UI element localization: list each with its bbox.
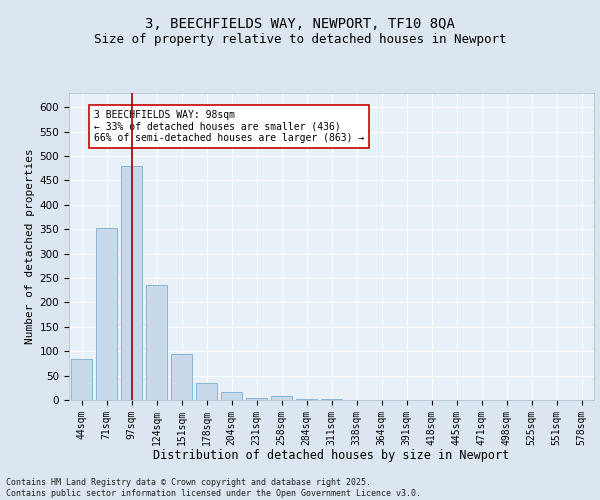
Bar [321, 399, 342, 400]
Text: Size of property relative to detached houses in Newport: Size of property relative to detached ho… [94, 32, 506, 46]
Text: 3 BEECHFIELDS WAY: 98sqm
← 33% of detached houses are smaller (436)
66% of semi-: 3 BEECHFIELDS WAY: 98sqm ← 33% of detach… [94, 110, 364, 143]
Text: 3, BEECHFIELDS WAY, NEWPORT, TF10 8QA: 3, BEECHFIELDS WAY, NEWPORT, TF10 8QA [145, 18, 455, 32]
Bar [96, 228, 117, 400]
Y-axis label: Number of detached properties: Number of detached properties [25, 148, 35, 344]
Bar [296, 398, 317, 400]
Bar [246, 398, 267, 400]
Bar [146, 286, 167, 400]
Bar [271, 396, 292, 400]
Bar [221, 392, 242, 400]
Text: Contains HM Land Registry data © Crown copyright and database right 2025.
Contai: Contains HM Land Registry data © Crown c… [6, 478, 421, 498]
Bar [171, 354, 192, 400]
X-axis label: Distribution of detached houses by size in Newport: Distribution of detached houses by size … [154, 449, 509, 462]
Bar [71, 358, 92, 400]
Bar [196, 383, 217, 400]
Bar [121, 166, 142, 400]
